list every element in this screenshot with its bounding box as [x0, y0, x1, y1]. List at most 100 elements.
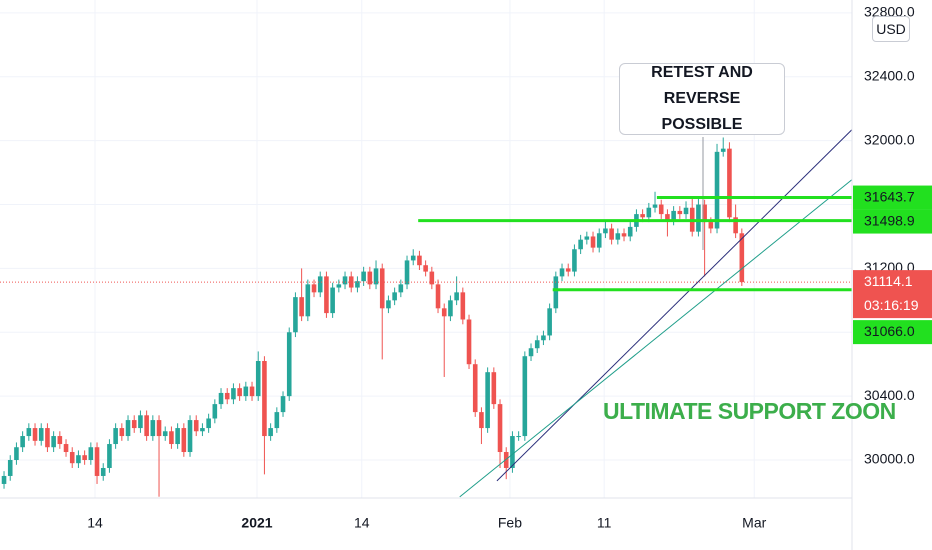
trendline [496, 129, 853, 482]
candle-body [379, 268, 385, 309]
candle-body [293, 297, 298, 333]
candle-body [76, 455, 81, 464]
candle-body [658, 204, 664, 215]
candle-body [367, 271, 373, 285]
candle-body [20, 436, 25, 448]
candle-body [193, 420, 199, 432]
x-tick-label: 14 [87, 515, 103, 531]
level-price-label: 31066.0 [864, 323, 915, 339]
candle-body [497, 404, 503, 453]
candle-body [162, 431, 168, 437]
candle-body [472, 364, 478, 413]
candle-body [125, 420, 131, 437]
candle-body [317, 276, 323, 293]
candle-body [714, 151, 720, 229]
callout: RETEST AND REVERSE POSSIBLE [619, 63, 785, 135]
candle-body [286, 332, 292, 397]
level-price-box [853, 185, 932, 210]
candle-body [516, 436, 521, 438]
countdown-label: 03:16:19 [864, 297, 919, 313]
candle-body [373, 268, 379, 285]
candle-body [144, 415, 149, 437]
candle-body [94, 447, 100, 476]
candle-body [156, 420, 162, 437]
candle-body [578, 239, 583, 250]
candle-body [14, 447, 19, 460]
candle-body [423, 265, 428, 272]
y-tick-label: 30000.0 [864, 451, 915, 467]
candle-body [150, 420, 156, 437]
candle-body [559, 268, 565, 277]
candle-body [69, 452, 75, 464]
x-tick-label: Mar [742, 515, 766, 531]
candle-body [212, 404, 218, 419]
candle-body [448, 300, 453, 317]
candle-body [63, 444, 69, 453]
candle-body [590, 236, 596, 248]
last-price-box [853, 270, 932, 319]
candle-body [435, 284, 441, 309]
candle-body [187, 420, 193, 453]
candle-body [733, 217, 738, 234]
candle-body [640, 214, 645, 218]
candle-body [565, 268, 571, 272]
candle-body [231, 388, 236, 400]
candle-body [727, 148, 732, 218]
candle-body [609, 228, 614, 240]
candle-body [460, 292, 466, 320]
candle-body [479, 412, 484, 429]
candle-body [584, 236, 590, 240]
candle-body [57, 436, 63, 445]
candle-body [324, 276, 329, 314]
candle-body [541, 335, 546, 341]
candle-body [311, 284, 317, 293]
candle-body [646, 207, 652, 218]
x-tick-label: 2021 [241, 515, 272, 531]
candle-body [665, 214, 670, 221]
candle-body [441, 308, 447, 317]
candle-body [417, 255, 422, 266]
y-tick-label: 32800.0 [864, 4, 915, 20]
candle-body [181, 428, 187, 453]
candle-body [113, 428, 118, 445]
candle-body [615, 233, 621, 240]
candle-body [131, 420, 137, 429]
candle-body [547, 308, 552, 336]
candle-body [503, 452, 509, 468]
candle-body [107, 444, 112, 468]
candle-body [305, 284, 311, 317]
x-tick-label: 14 [354, 515, 370, 531]
trendline [459, 179, 853, 498]
candle-body [1, 475, 7, 484]
candle-body [330, 287, 335, 314]
last-price-label: 31114.1 [864, 273, 913, 289]
candle-body [510, 436, 515, 468]
candle-body [739, 233, 745, 283]
candle-body [454, 292, 459, 301]
x-tick-label: Feb [498, 515, 522, 531]
candle-body [138, 415, 143, 429]
candle-body [677, 210, 683, 215]
plot-area [0, 0, 853, 498]
candle-body [51, 436, 56, 448]
candle-body [7, 459, 13, 476]
candle-body [671, 210, 676, 221]
candle-body [32, 428, 38, 441]
candle-body [82, 455, 87, 460]
candle-body [386, 300, 391, 309]
candle-body [88, 447, 94, 460]
currency[interactable]: USD [872, 16, 910, 42]
candle-body [342, 276, 348, 285]
candle-body [621, 233, 627, 237]
candle-body [572, 249, 577, 272]
level-price-label: 31643.7 [864, 188, 915, 204]
level-price-box [853, 320, 932, 345]
candle-body [361, 271, 366, 282]
candle-body [280, 396, 286, 413]
candle-body [299, 297, 304, 317]
candle-body [702, 204, 707, 223]
candle-body [466, 319, 472, 365]
candle-body [243, 386, 249, 397]
